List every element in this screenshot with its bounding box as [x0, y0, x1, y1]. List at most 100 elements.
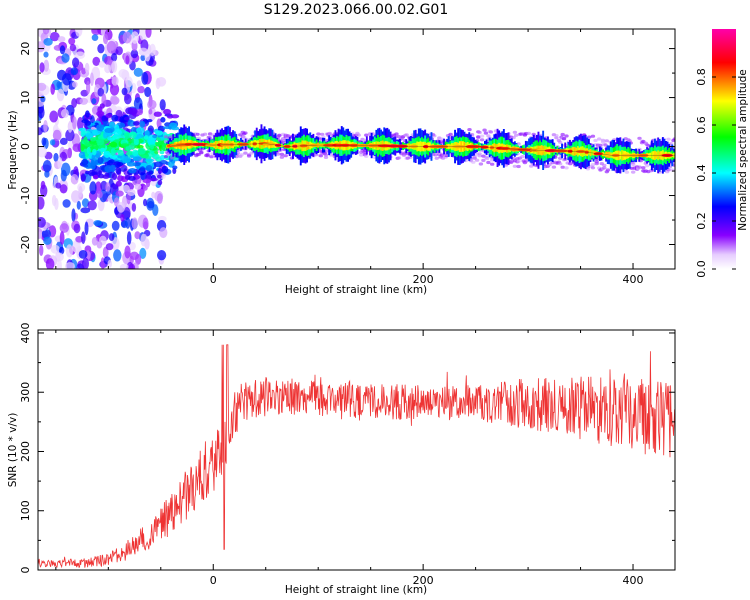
heatmap-cell	[516, 164, 521, 169]
heatmap-cell	[199, 151, 204, 155]
heatmap-cell	[59, 184, 68, 194]
heatmap-cell	[42, 160, 52, 173]
heatmap-cell	[81, 159, 89, 166]
heatmap-cell	[531, 132, 536, 136]
colorbar: 0.0 0.2 0.4 0.6 0.8 Normalized spectral ampl…	[695, 29, 749, 278]
heatmap-cell	[590, 163, 596, 167]
heatmap-cell	[124, 116, 130, 121]
heatmap-cell	[401, 153, 407, 157]
heatmap-cell	[71, 208, 76, 222]
y-tick-label: 300	[19, 382, 32, 403]
heatmap-cell	[486, 160, 491, 165]
heatmap-cell	[130, 142, 136, 150]
heatmap-cell	[81, 198, 90, 208]
x-tick-label: 200	[413, 574, 434, 587]
heatmap-cell	[164, 122, 171, 127]
heatmap-cell	[62, 199, 71, 208]
heatmap-cell	[490, 162, 495, 166]
heatmap-cell	[40, 95, 46, 103]
heatmap-cell	[327, 132, 332, 136]
heatmap-cell	[43, 120, 48, 133]
heatmap-cell	[481, 158, 486, 162]
heatmap-cell	[80, 143, 85, 151]
heatmap-cell	[140, 233, 148, 247]
heatmap-cell	[139, 120, 146, 128]
heatmap-cell	[71, 98, 77, 108]
heatmap-cell	[168, 135, 174, 139]
heatmap-cell	[38, 106, 45, 119]
heatmap-cell	[156, 77, 167, 87]
heatmap-cell	[360, 137, 365, 141]
heatmap-cell	[55, 182, 62, 189]
heatmap-cell	[140, 54, 146, 61]
heatmap-cell	[105, 113, 113, 119]
heatmap-cell	[50, 83, 55, 95]
heatmap-cell	[43, 51, 49, 58]
heatmap-cell	[43, 59, 50, 72]
heatmap-cell	[130, 49, 139, 59]
heatmap-cell	[564, 134, 569, 138]
heatmap-cell	[92, 148, 97, 156]
heatmap-cell	[157, 193, 163, 204]
heatmap-cell	[143, 135, 149, 140]
heatmap-cell	[103, 131, 108, 139]
heatmap-cell	[140, 166, 145, 172]
heatmap-cell	[49, 139, 56, 146]
heatmap-cell	[283, 154, 288, 158]
heatmap-cell	[56, 88, 65, 102]
spectrogram-image	[38, 29, 675, 269]
heatmap-cell	[512, 164, 518, 168]
heatmap-cell	[526, 131, 531, 135]
snr-plot-area	[38, 344, 675, 569]
heatmap-cell	[157, 174, 162, 179]
heatmap-cell	[41, 229, 52, 239]
heatmap-cell	[364, 133, 369, 137]
heatmap-cell	[61, 53, 70, 63]
heatmap-cell	[144, 86, 152, 98]
heatmap-cell	[91, 144, 99, 151]
x-tick-label: 400	[623, 273, 644, 286]
heatmap-cell	[38, 41, 46, 53]
heatmap-cell	[152, 153, 160, 160]
heatmap-cell	[39, 244, 44, 256]
spectrogram-panel: 0 200 400 -20 -10 0 10 20 Height of straight li…	[7, 28, 676, 296]
heatmap-cell	[124, 94, 132, 105]
heatmap-cell	[157, 250, 167, 261]
heatmap-cell	[157, 168, 162, 175]
heatmap-cell	[321, 135, 326, 139]
heatmap-cell	[84, 245, 92, 253]
heatmap-cell	[78, 185, 83, 198]
heatmap-cell	[98, 170, 103, 175]
heatmap-cell	[84, 62, 90, 74]
heatmap-cell	[78, 151, 86, 159]
heatmap-cell	[144, 50, 151, 62]
heatmap-cell	[153, 111, 162, 117]
heatmap-cell	[70, 67, 79, 76]
heatmap-cell	[102, 246, 109, 259]
colorbar-tick-label: 0.4	[695, 164, 708, 182]
heatmap-cell	[128, 151, 133, 156]
heatmap-cell	[145, 29, 152, 38]
heatmap-cell	[279, 155, 285, 159]
heatmap-cell	[103, 33, 109, 45]
snr-panel: 0 200 400 0 100 200 300 400 Height of straight …	[7, 322, 676, 596]
heatmap-cell	[111, 173, 118, 180]
heatmap-cell	[434, 156, 439, 160]
heatmap-cell	[79, 97, 88, 105]
heatmap-cell	[71, 190, 81, 203]
heatmap-cell	[53, 152, 59, 162]
heatmap-cell	[76, 200, 81, 210]
ridge-line	[171, 143, 675, 156]
heatmap-cell	[90, 171, 98, 176]
heatmap-cell	[124, 245, 131, 259]
x-tick-label: 200	[413, 273, 434, 286]
heatmap-cell	[143, 185, 148, 191]
heatmap-cell	[128, 168, 137, 174]
heatmap-cell	[92, 56, 101, 66]
heatmap-cell	[239, 153, 244, 157]
colorbar-tick-label: 0.2	[695, 212, 708, 230]
heatmap-cell	[119, 116, 125, 123]
heatmap-cell	[91, 34, 99, 41]
heatmap-cell	[477, 130, 482, 135]
heatmap-cell	[41, 137, 47, 146]
